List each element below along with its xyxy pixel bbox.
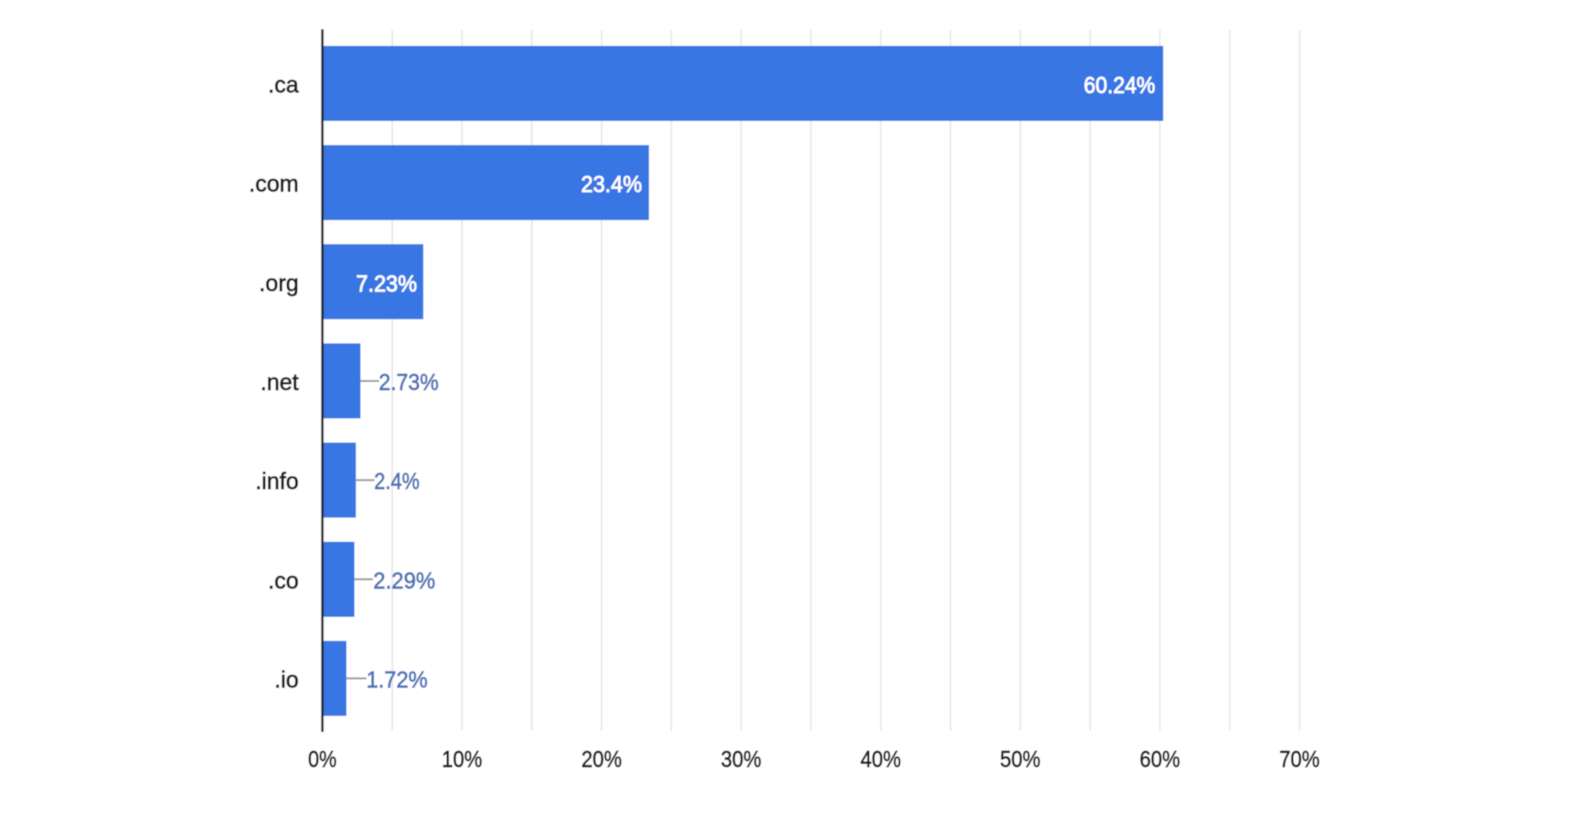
svg-text:2.29%: 2.29% [373,567,435,593]
svg-text:60.24%: 60.24% [1084,72,1156,98]
svg-text:50%: 50% [1000,746,1041,772]
svg-text:30%: 30% [721,746,762,772]
svg-text:.info: .info [255,468,298,494]
svg-text:60%: 60% [1140,746,1181,772]
svg-text:.net: .net [260,369,299,395]
svg-text:40%: 40% [860,746,901,772]
svg-text:.org: .org [259,270,299,296]
svg-text:70%: 70% [1279,746,1320,772]
svg-text:.co: .co [268,567,299,593]
svg-text:20%: 20% [581,746,622,772]
svg-text:10%: 10% [442,746,483,772]
svg-text:1.72%: 1.72% [366,667,428,693]
svg-text:2.4%: 2.4% [374,468,420,494]
svg-text:7.23%: 7.23% [356,270,417,296]
svg-text:.com: .com [249,171,299,197]
svg-text:.ca: .ca [268,72,299,98]
svg-text:23.4%: 23.4% [581,171,642,197]
svg-text:2.73%: 2.73% [379,369,439,395]
svg-text:.io: .io [274,667,298,693]
svg-text:0%: 0% [308,746,337,772]
